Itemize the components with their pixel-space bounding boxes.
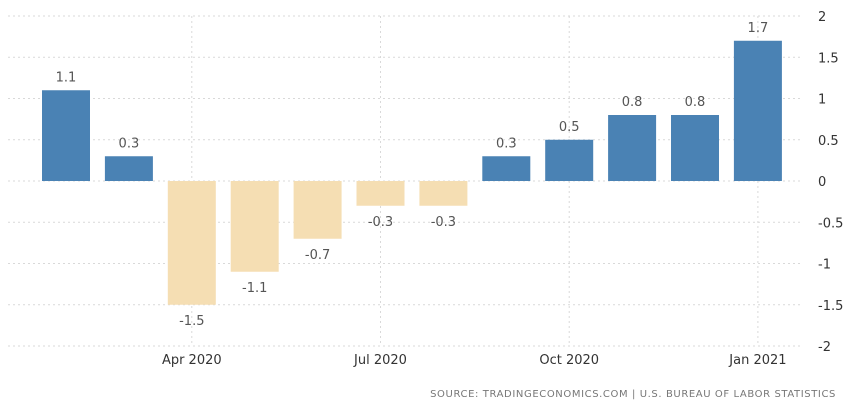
data-label: 0.3 [496, 136, 517, 151]
bar [482, 156, 531, 181]
source-note: SOURCE: TRADINGECONOMICS.COM | U.S. BURE… [430, 389, 836, 400]
y-tick-label: 0 [818, 175, 826, 190]
bar [671, 115, 719, 181]
y-tick-label: -2 [818, 340, 831, 355]
data-label: 1.1 [56, 70, 77, 85]
data-label: 0.3 [119, 136, 140, 151]
data-label: -0.3 [368, 215, 393, 230]
y-tick-label: 1 [818, 93, 826, 108]
y-tick-label: -1.5 [818, 299, 843, 314]
data-label: -1.1 [242, 281, 267, 296]
y-tick-label: 0.5 [818, 134, 839, 149]
y-tick-label: 1.5 [818, 51, 839, 66]
bar [419, 181, 468, 206]
data-label: -0.3 [431, 215, 456, 230]
y-tick-label: -1 [818, 258, 831, 273]
bar [545, 139, 594, 181]
x-tick-label: Oct 2020 [539, 353, 599, 368]
x-tick-label: Jan 2021 [728, 353, 786, 368]
bar [104, 156, 153, 181]
bar [293, 181, 342, 239]
bar [230, 181, 279, 272]
data-label: 0.8 [622, 95, 643, 110]
bar [608, 115, 657, 181]
data-label: -1.5 [179, 314, 204, 329]
data-label: -0.7 [305, 248, 330, 263]
bar [167, 181, 216, 305]
x-tick-label: Jul 2020 [353, 353, 407, 368]
y-tick-label: 2 [818, 10, 826, 25]
x-tick-label: Apr 2020 [162, 353, 222, 368]
data-label: 0.8 [685, 95, 706, 110]
bar [42, 90, 90, 181]
y-tick-label: -0.5 [818, 216, 843, 231]
bar [356, 181, 405, 206]
data-label: 0.5 [559, 120, 580, 135]
data-label: 1.7 [748, 21, 769, 36]
bar [733, 40, 782, 181]
